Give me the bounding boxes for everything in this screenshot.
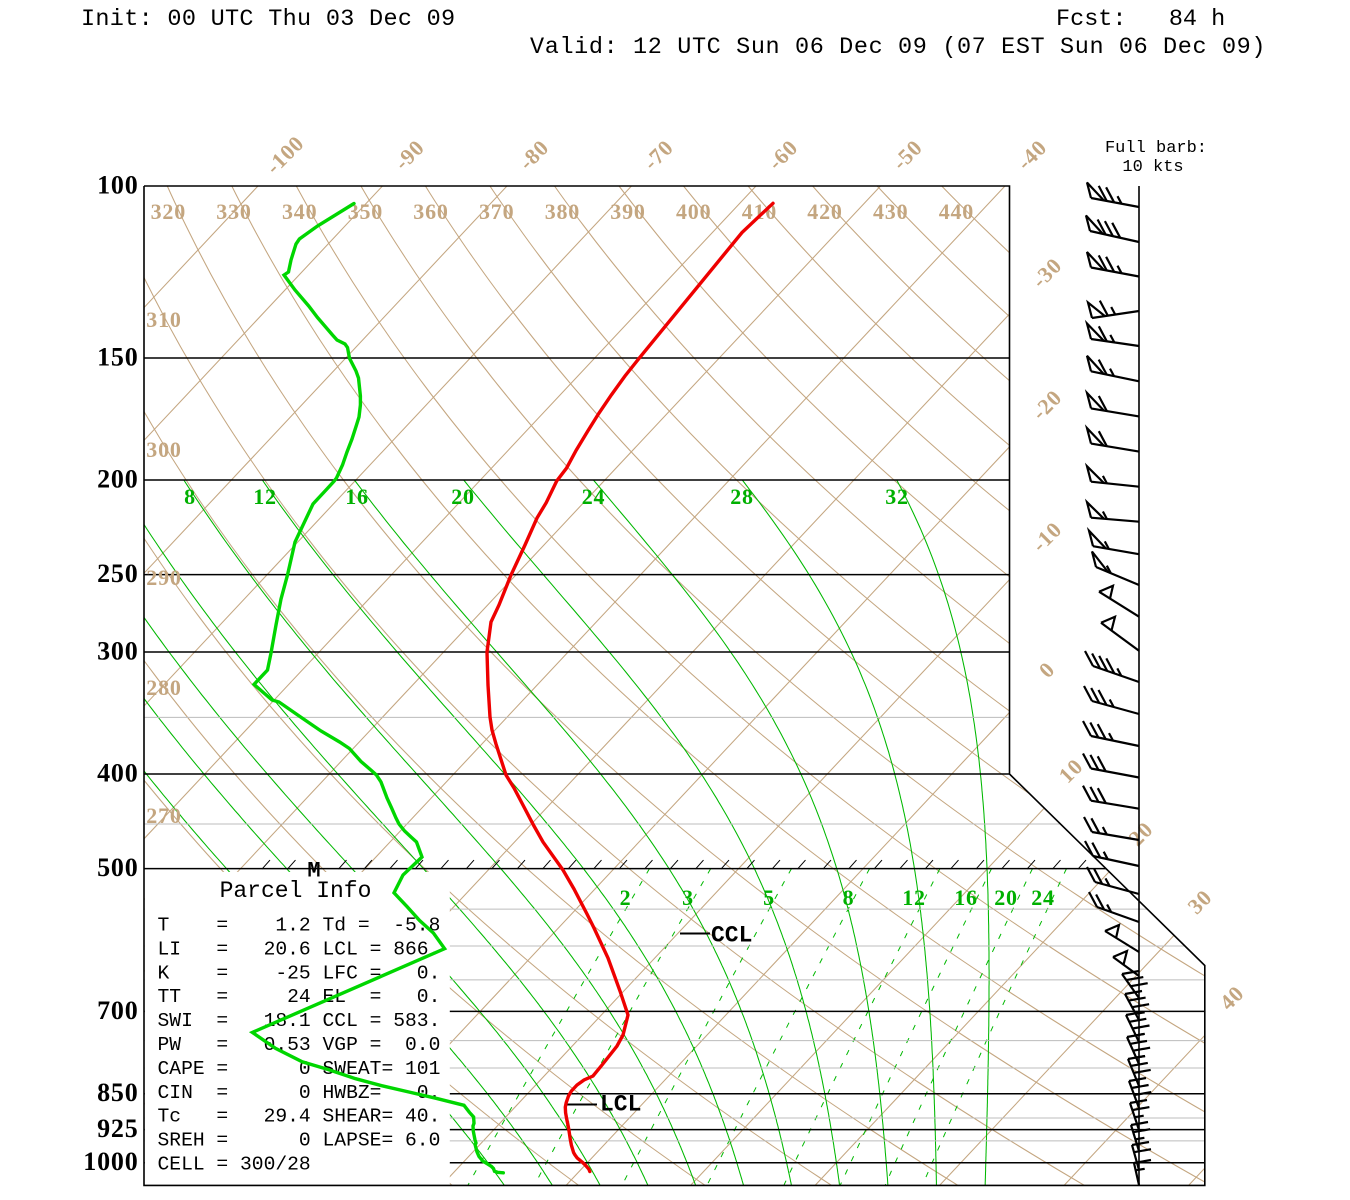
svg-text:M: M: [307, 859, 320, 884]
svg-text:28: 28: [730, 484, 754, 509]
svg-text:Full barb:: Full barb:: [1105, 139, 1207, 158]
svg-text:Valid: 12 UTC Sun 06 Dec 09 (0: Valid: 12 UTC Sun 06 Dec 09 (07 EST Sun …: [530, 34, 1266, 61]
svg-text:290: 290: [146, 565, 181, 590]
svg-text:10 kts: 10 kts: [1122, 158, 1183, 177]
svg-text:200: 200: [97, 465, 138, 494]
svg-text:2: 2: [620, 885, 632, 910]
svg-text:5: 5: [763, 885, 775, 910]
svg-text:16: 16: [954, 885, 978, 910]
svg-text:300: 300: [97, 637, 138, 666]
svg-text:390: 390: [610, 199, 645, 224]
svg-text:Tc = 29.4 SHEAR= 40.: Tc = 29.4 SHEAR= 40.: [158, 1106, 441, 1128]
svg-text:CIN = 0 HWBZ= 0.: CIN = 0 HWBZ= 0.: [158, 1082, 441, 1104]
svg-text:LCL: LCL: [600, 1092, 641, 1118]
svg-text:12: 12: [253, 484, 277, 509]
svg-text:500: 500: [97, 853, 138, 882]
svg-text:430: 430: [873, 199, 908, 224]
svg-text:380: 380: [545, 199, 580, 224]
svg-text:20: 20: [994, 885, 1018, 910]
svg-text:16: 16: [345, 484, 369, 509]
svg-text:370: 370: [479, 199, 514, 224]
svg-text:330: 330: [216, 199, 251, 224]
svg-text:T = 1.2 Td = -5.8: T = 1.2 Td = -5.8: [158, 915, 441, 937]
svg-text:925: 925: [97, 1114, 138, 1143]
svg-text:CAPE = 0 SWEAT= 101: CAPE = 0 SWEAT= 101: [158, 1058, 441, 1080]
svg-text:24: 24: [582, 484, 606, 509]
svg-text:440: 440: [939, 199, 974, 224]
svg-text:20: 20: [451, 484, 475, 509]
svg-text:400: 400: [97, 759, 138, 788]
svg-text:700: 700: [97, 996, 138, 1025]
svg-text:24: 24: [1031, 885, 1055, 910]
svg-text:LI = 20.6 LCL = 866.: LI = 20.6 LCL = 866.: [158, 938, 441, 960]
svg-text:3: 3: [682, 885, 694, 910]
svg-text:420: 420: [807, 199, 842, 224]
svg-text:270: 270: [146, 803, 181, 828]
svg-text:250: 250: [97, 559, 138, 588]
svg-text:CELL = 300/28: CELL = 300/28: [158, 1154, 311, 1176]
svg-text:TT = 24 EL = 0.: TT = 24 EL = 0.: [158, 986, 441, 1008]
svg-text:SWI = 18.1 CCL = 583.: SWI = 18.1 CCL = 583.: [158, 1010, 441, 1032]
svg-text:410: 410: [742, 199, 777, 224]
svg-text:8: 8: [184, 484, 196, 509]
svg-text:280: 280: [146, 675, 181, 700]
svg-text:300: 300: [146, 437, 181, 462]
svg-text:100: 100: [97, 171, 138, 200]
svg-text:850: 850: [97, 1078, 138, 1107]
svg-text:1000: 1000: [83, 1147, 138, 1176]
svg-text:32: 32: [885, 484, 909, 509]
svg-text:PW = 0.53 VGP = 0.0: PW = 0.53 VGP = 0.0: [158, 1034, 441, 1056]
svg-text:8: 8: [843, 885, 855, 910]
svg-text:K = -25 LFC = 0.: K = -25 LFC = 0.: [158, 962, 441, 984]
svg-text:Fcst: 84 h: Fcst: 84 h: [1056, 6, 1225, 33]
svg-text:150: 150: [97, 343, 138, 372]
svg-text:310: 310: [146, 307, 181, 332]
svg-text:CCL: CCL: [711, 923, 752, 949]
svg-text:12: 12: [902, 885, 926, 910]
svg-text:320: 320: [151, 199, 186, 224]
svg-text:Parcel Info: Parcel Info: [220, 878, 372, 904]
svg-text:340: 340: [282, 199, 317, 224]
svg-text:Init: 00 UTC Thu 03 Dec 09: Init: 00 UTC Thu 03 Dec 09: [81, 6, 455, 33]
svg-text:400: 400: [676, 199, 711, 224]
svg-text:360: 360: [413, 199, 448, 224]
svg-text:SREH = 0 LAPSE= 6.0: SREH = 0 LAPSE= 6.0: [158, 1130, 441, 1152]
